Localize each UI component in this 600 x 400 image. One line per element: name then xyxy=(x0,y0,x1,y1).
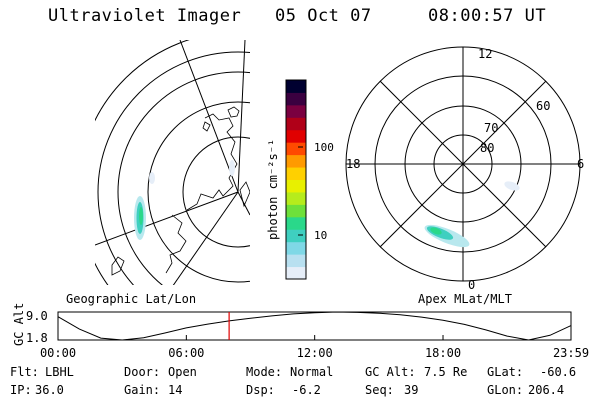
timeline-tick-label: 12:00 xyxy=(297,346,333,360)
polar-labels: 12 0 18 6 80 70 60 xyxy=(346,47,584,292)
colorbar xyxy=(285,79,307,280)
mlat-80-label: 80 xyxy=(480,141,494,155)
colorbar-swatch xyxy=(286,117,306,131)
gain-label: Gain: xyxy=(124,383,161,397)
colorbar-swatch xyxy=(286,142,306,156)
timeline-ymax-label: 9.0 xyxy=(26,309,48,323)
timeline-tick-label: 06:00 xyxy=(168,346,204,360)
colorbar-swatch xyxy=(286,241,306,255)
gc-alt-line xyxy=(57,311,572,341)
colorbar-swatch xyxy=(286,229,306,243)
colorbar-swatch xyxy=(286,191,306,205)
glon-label: GLon: xyxy=(487,383,524,397)
door-value: Open xyxy=(168,365,197,379)
mode-label: Mode: xyxy=(246,365,283,379)
geographic-map xyxy=(95,40,250,285)
mlt-6-label: 6 xyxy=(577,157,584,171)
colorbar-swatch xyxy=(286,254,306,268)
seq-value: 39 xyxy=(404,383,419,397)
timeline-tick-labels: 00:00 06:00 12:00 18:00 23:59 xyxy=(40,346,589,360)
colorbar-swatch xyxy=(286,154,306,168)
colorbar-swatch xyxy=(286,80,306,93)
left-aurora xyxy=(134,160,235,240)
mlat-70-label: 70 xyxy=(484,121,498,135)
gain-value: 14 xyxy=(168,383,183,397)
gcalt-value: 7.5 Re xyxy=(424,365,468,379)
glat-label: GLat: xyxy=(487,365,524,379)
colorbar-frame xyxy=(285,79,307,280)
dsp-value: -6.2 xyxy=(292,383,321,397)
flt-value: LBHL xyxy=(45,365,74,379)
colorbar-tick-10: 10 xyxy=(314,229,327,242)
apex-polar-map xyxy=(345,46,581,282)
colorbar-swatch xyxy=(286,204,306,218)
seq-label: Seq: xyxy=(365,383,394,397)
mlt-0-label: 0 xyxy=(468,278,475,292)
ip-value: 36.0 xyxy=(35,383,64,397)
colorbar-swatch xyxy=(286,129,306,143)
colorbar-swatch xyxy=(286,104,306,118)
title: Ultraviolet Imager xyxy=(48,6,242,26)
gcalt-label: GC Alt: xyxy=(365,365,416,379)
timeline-tick-label: 23:59 xyxy=(553,346,589,360)
timeline-tick-label: 00:00 xyxy=(40,346,76,360)
timeline-axis-label: GC Alt xyxy=(12,303,26,346)
dsp-label: Dsp: xyxy=(246,383,275,397)
right-aurora xyxy=(424,181,520,248)
mode-value: Normal xyxy=(290,365,334,379)
ip-label: IP: xyxy=(10,383,32,397)
left-map-label: Geographic Lat/Lon xyxy=(66,292,196,306)
mlat-60-label: 60 xyxy=(536,99,550,113)
colorbar-swatch xyxy=(286,216,306,230)
flt-label: Flt: xyxy=(10,365,39,379)
glon-value: 206.4 xyxy=(528,383,565,397)
timeline-ymin-label: 1.8 xyxy=(26,331,48,345)
mlt-18-label: 18 xyxy=(346,157,360,171)
colorbar-swatch xyxy=(286,92,306,106)
colorbar-swatch xyxy=(286,167,306,180)
colorbar-tick-100: 100 xyxy=(314,141,334,154)
door-label: Door: xyxy=(124,365,161,379)
right-map-label: Apex MLat/MLT xyxy=(418,292,512,306)
colorbar-unit-label: photon cm⁻²s⁻¹ xyxy=(266,139,280,240)
glat-value: -60.6 xyxy=(540,365,577,379)
timeline-ticks xyxy=(57,335,572,340)
mlt-12-label: 12 xyxy=(478,47,492,61)
timeline-tick-label: 18:00 xyxy=(425,346,461,360)
date: 05 Oct 07 xyxy=(275,6,372,26)
time: 08:00:57 UT xyxy=(428,6,547,26)
colorbar-swatch xyxy=(286,179,306,193)
colorbar-swatch xyxy=(286,266,306,280)
colorbar-ticks xyxy=(298,146,303,236)
